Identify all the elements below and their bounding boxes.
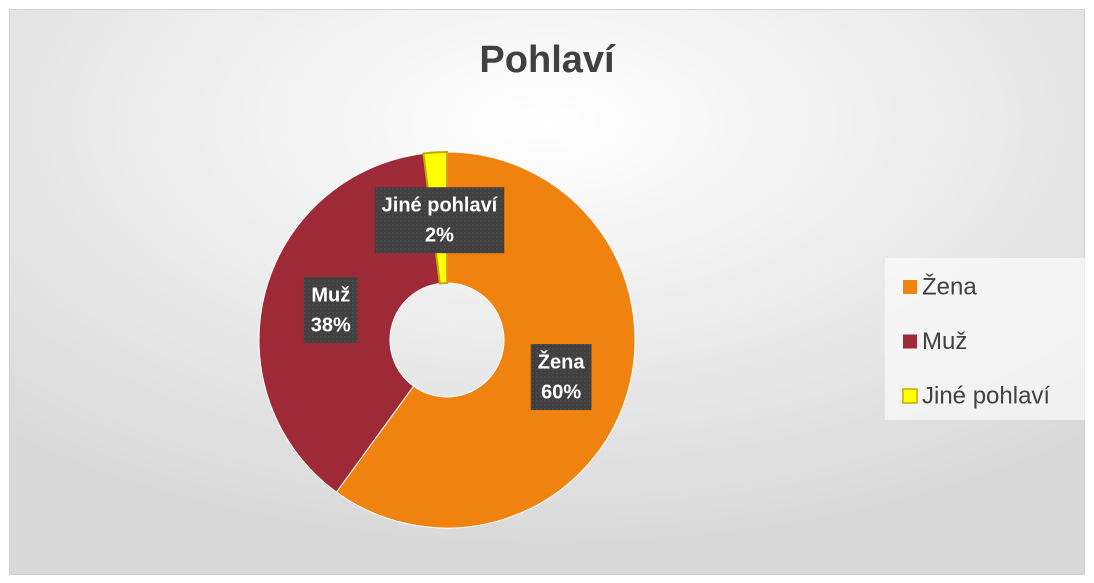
data-label-box	[303, 277, 358, 344]
data-label-box	[374, 187, 505, 254]
data-label-category: Muž	[311, 284, 350, 306]
data-label-value: 60%	[541, 381, 581, 403]
data-label: Jiné pohlaví 2%	[374, 187, 505, 254]
legend-label: Jiné pohlaví	[922, 382, 1050, 409]
data-label-box	[530, 344, 592, 411]
data-label-category: Žena	[538, 349, 586, 373]
data-label: Muž 38%	[303, 277, 358, 344]
chart-title: Pohlaví	[479, 39, 616, 81]
data-label-value: 38%	[311, 314, 351, 336]
data-label: Žena 60%	[530, 344, 592, 411]
slice	[335, 151, 636, 529]
legend	[885, 258, 1090, 420]
data-label-value: 2%	[425, 225, 454, 247]
legend-swatch	[902, 388, 918, 404]
legend-swatch	[903, 280, 917, 294]
legend-label: Muž	[922, 328, 967, 355]
legend-swatch	[903, 334, 917, 349]
data-label-category: Jiné pohlaví	[382, 195, 499, 217]
legend-label: Žena	[922, 273, 977, 300]
